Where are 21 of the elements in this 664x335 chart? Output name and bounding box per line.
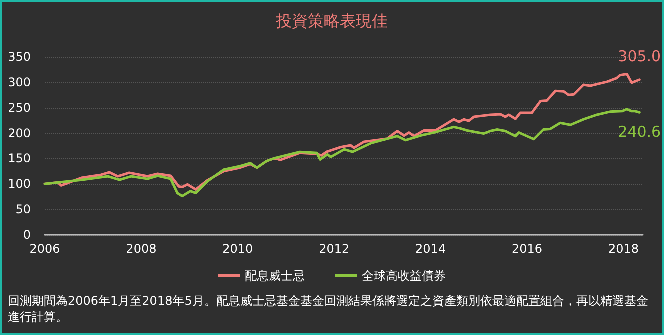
x-tick-label: 2006 <box>30 242 60 256</box>
y-tick-label: 150 <box>8 152 31 166</box>
y-tick-label: 200 <box>8 126 31 140</box>
x-tick-label: 2014 <box>416 242 446 256</box>
y-tick-label: 100 <box>8 177 31 192</box>
y-tick-label: 350 <box>8 50 31 64</box>
x-tick-label: 2016 <box>512 242 543 256</box>
data-label: 240.6 <box>618 123 662 142</box>
x-tick-label: 2012 <box>319 242 350 256</box>
legend-label: 全球高收益債券 <box>362 269 446 283</box>
x-tick-label: 2018 <box>608 242 639 256</box>
x-tick-label: 2010 <box>222 242 254 256</box>
y-tick-label: 300 <box>8 75 31 90</box>
chart-title: 投資策略表現佳 <box>275 12 388 30</box>
y-tick-label: 0 <box>23 228 31 242</box>
legend-label: 配息威士忌 <box>245 269 305 283</box>
y-tick-label: 250 <box>8 100 31 115</box>
y-tick-label: 50 <box>16 202 31 217</box>
x-tick-label: 2008 <box>126 242 157 256</box>
text: 回測期間為2006年1月至2018年5月。配息威士忌基金基金回測結果係將選定之資產類別依最適配置組合，再以精選基金進行計算。 <box>8 293 650 325</box>
data-label: 305.0 <box>618 47 662 66</box>
